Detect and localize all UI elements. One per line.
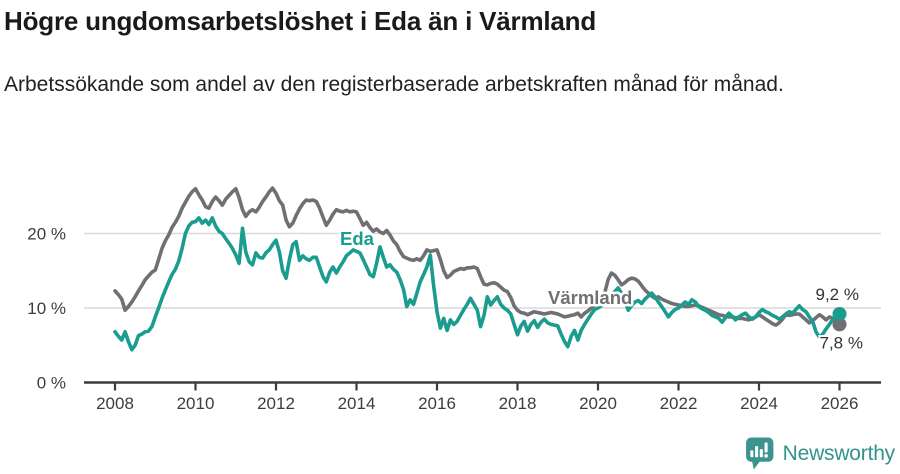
x-tick-label: 2010 <box>177 394 215 413</box>
end-value-label-eda: 9,2 % <box>816 285 859 304</box>
end-dot-eda <box>832 306 847 321</box>
series-label-värmland: Värmland <box>548 287 632 308</box>
x-tick-label: 2020 <box>579 394 617 413</box>
x-tick-label: 2026 <box>821 394 859 413</box>
newsworthy-logo: Newsworthy <box>745 437 895 470</box>
x-tick-label: 2018 <box>499 394 537 413</box>
x-tick-label: 2014 <box>338 394 376 413</box>
y-tick-label: 20 % <box>27 225 66 244</box>
end-dot-värmland <box>832 317 847 332</box>
end-value-label-värmland: 7,8 % <box>820 333 863 352</box>
series-line-värmland <box>113 186 842 327</box>
series-label-eda: Eda <box>340 228 375 249</box>
y-tick-label: 0 % <box>37 374 66 393</box>
series-line-eda <box>113 216 842 352</box>
y-tick-label: 10 % <box>27 299 66 318</box>
chart-subtitle: Arbetssökande som andel av den registerb… <box>4 73 784 96</box>
x-tick-label: 2022 <box>660 394 698 413</box>
x-tick-label: 2024 <box>740 394 778 413</box>
x-tick-label: 2012 <box>257 394 295 413</box>
newsworthy-icon <box>745 437 774 470</box>
chart-title: Högre ungdomsarbetslöshet i Eda än i Vär… <box>4 6 597 36</box>
x-tick-label: 2008 <box>96 394 134 413</box>
brand-name: Newsworthy <box>782 441 896 465</box>
x-tick-label: 2016 <box>418 394 456 413</box>
